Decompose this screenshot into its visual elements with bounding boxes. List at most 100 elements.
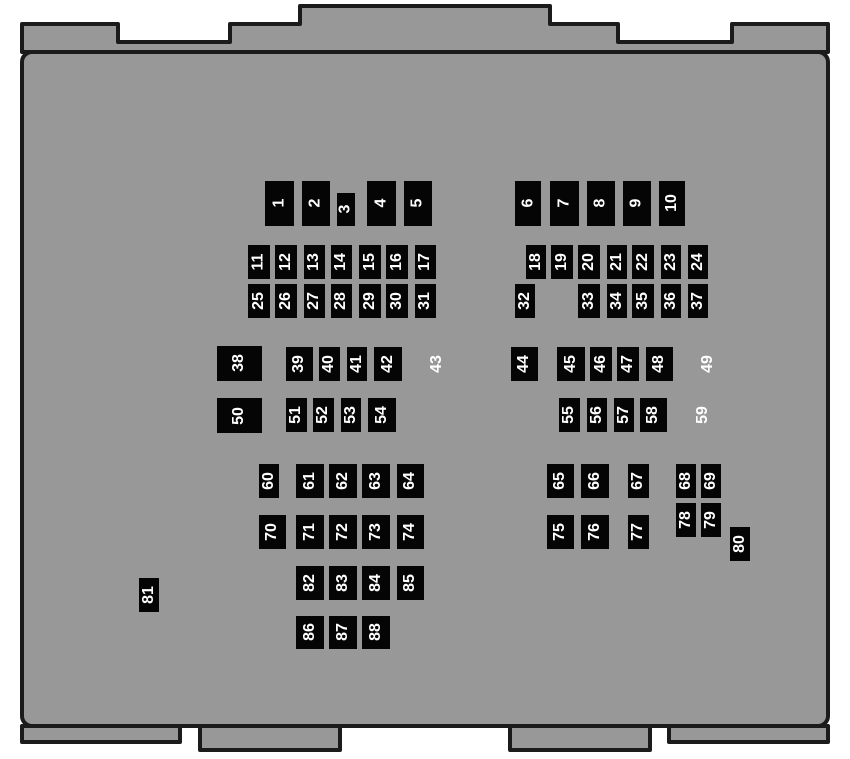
fuse-slot-76: 76 bbox=[579, 513, 611, 551]
fuse-slot-23: 23 bbox=[659, 243, 683, 281]
fuse-label: 40 bbox=[321, 355, 337, 373]
fuse-slot-72: 72 bbox=[327, 513, 359, 551]
fuse-label: 11 bbox=[251, 253, 267, 270]
fuse-slot-8: 8 bbox=[585, 179, 617, 229]
fuse-label: 43 bbox=[428, 355, 444, 373]
fuse-label: 23 bbox=[662, 253, 678, 271]
fuse-label: 41 bbox=[349, 355, 365, 373]
fuse-slot-46: 46 bbox=[588, 345, 614, 383]
fuse-slot-12: 12 bbox=[273, 243, 299, 281]
fuse-slot-16: 16 bbox=[384, 243, 410, 281]
fuse-label: 85 bbox=[402, 574, 418, 592]
fuse-slot-39: 39 bbox=[284, 345, 316, 383]
fuse-label: 10 bbox=[664, 194, 680, 212]
fuse-slot-32: 32 bbox=[513, 282, 537, 320]
fuse-label: 31 bbox=[417, 292, 433, 310]
fuse-slot-7: 7 bbox=[548, 179, 581, 229]
fuse-label: 49 bbox=[700, 355, 716, 373]
fuse-slot-60: 60 bbox=[257, 462, 281, 500]
fuse-label: 76 bbox=[587, 523, 603, 541]
fuse-slot-41: 41 bbox=[345, 345, 369, 383]
fuse-slot-70: 70 bbox=[257, 513, 289, 551]
fuse-label: 82 bbox=[302, 574, 318, 592]
fuse-label: 67 bbox=[630, 472, 646, 490]
fuse-slot-71: 71 bbox=[294, 513, 326, 551]
fuse-label: 34 bbox=[608, 292, 624, 310]
fuse-label: 58 bbox=[645, 406, 661, 424]
fuse-slot-43: 43 bbox=[425, 345, 449, 383]
fuse-slot-83: 83 bbox=[327, 564, 359, 602]
fuse-label: 77 bbox=[630, 523, 646, 541]
fuse-label: 8 bbox=[593, 199, 609, 208]
fuse-label: 61 bbox=[302, 472, 318, 490]
fuse-label: 44 bbox=[516, 355, 532, 373]
fuse-label: 18 bbox=[527, 253, 543, 271]
fuse-slot-1: 1 bbox=[263, 179, 296, 229]
fuse-label: 62 bbox=[335, 472, 351, 490]
fuse-label: 13 bbox=[306, 253, 322, 271]
fuse-slot-51: 51 bbox=[284, 396, 310, 434]
fuse-slot-33: 33 bbox=[576, 282, 602, 320]
fuse-label: 72 bbox=[335, 523, 351, 541]
fuse-label: 5 bbox=[410, 199, 426, 208]
fuse-slot-77: 77 bbox=[626, 513, 652, 551]
fuse-slot-53: 53 bbox=[339, 396, 363, 434]
fuse-slot-37: 37 bbox=[686, 282, 710, 320]
fuse-slot-64: 64 bbox=[395, 462, 427, 500]
fuse-slot-18: 18 bbox=[524, 243, 548, 281]
fuse-slot-31: 31 bbox=[413, 282, 439, 320]
fuse-label: 27 bbox=[306, 292, 322, 310]
fuse-label: 38 bbox=[231, 354, 247, 372]
fuse-label: 66 bbox=[587, 472, 603, 490]
fuse-slot-29: 29 bbox=[357, 282, 383, 320]
fuse-label: 87 bbox=[335, 623, 351, 641]
fuse-label: 12 bbox=[278, 253, 294, 271]
fuse-slot-13: 13 bbox=[302, 243, 328, 281]
fuse-label: 33 bbox=[581, 292, 597, 310]
fuse-slot-40: 40 bbox=[317, 345, 343, 383]
fuse-label: 73 bbox=[368, 523, 384, 541]
fuse-label: 56 bbox=[589, 406, 605, 424]
fuse-label: 2 bbox=[308, 199, 324, 208]
fuse-label: 55 bbox=[561, 406, 577, 424]
fuse-label: 53 bbox=[343, 406, 359, 424]
fuse-slot-52: 52 bbox=[311, 396, 337, 434]
fuse-slot-63: 63 bbox=[360, 462, 392, 500]
fuse-slot-30: 30 bbox=[384, 282, 410, 320]
fuse-slot-81: 81 bbox=[137, 576, 161, 614]
fuse-label: 69 bbox=[703, 472, 719, 490]
fuse-slot-80: 80 bbox=[728, 525, 752, 563]
fuse-slot-6: 6 bbox=[513, 179, 543, 229]
fuse-slot-42: 42 bbox=[372, 345, 404, 383]
fuse-slot-82: 82 bbox=[294, 564, 326, 602]
fuse-slot-15: 15 bbox=[357, 243, 383, 281]
fuse-label: 1 bbox=[271, 199, 287, 208]
fuse-slot-87: 87 bbox=[327, 614, 359, 652]
fuse-slot-10: 10 bbox=[657, 179, 687, 229]
fuse-slot-35: 35 bbox=[630, 282, 656, 320]
fuse-label: 84 bbox=[368, 574, 384, 592]
fuse-label: 22 bbox=[635, 253, 651, 271]
fuse-label: 57 bbox=[616, 406, 632, 424]
fuse-label: 81 bbox=[140, 586, 156, 604]
fuse-slot-34: 34 bbox=[605, 282, 629, 320]
fuse-label: 71 bbox=[302, 523, 318, 541]
fuse-slot-62: 62 bbox=[327, 462, 359, 500]
fuse-slot-79: 79 bbox=[699, 501, 723, 539]
fuse-label: 48 bbox=[651, 355, 667, 373]
fuse-slot-66: 66 bbox=[579, 462, 611, 500]
fuse-slot-50: 50 bbox=[215, 396, 265, 435]
fuse-label: 14 bbox=[333, 253, 349, 271]
fuse-slot-58: 58 bbox=[638, 396, 670, 434]
fuse-slot-84: 84 bbox=[360, 564, 392, 602]
fuse-slot-20: 20 bbox=[576, 243, 602, 281]
fuse-slot-78: 78 bbox=[674, 501, 698, 539]
fuse-slot-38: 38 bbox=[215, 344, 265, 383]
fuse-label: 7 bbox=[556, 199, 572, 208]
fuse-slot-14: 14 bbox=[329, 243, 355, 281]
fuse-slot-86: 86 bbox=[294, 614, 326, 652]
fuse-label: 36 bbox=[662, 292, 678, 310]
fuse-slot-2: 2 bbox=[300, 179, 332, 229]
fuse-label: 45 bbox=[563, 355, 579, 373]
fuse-slot-25: 25 bbox=[246, 282, 272, 320]
